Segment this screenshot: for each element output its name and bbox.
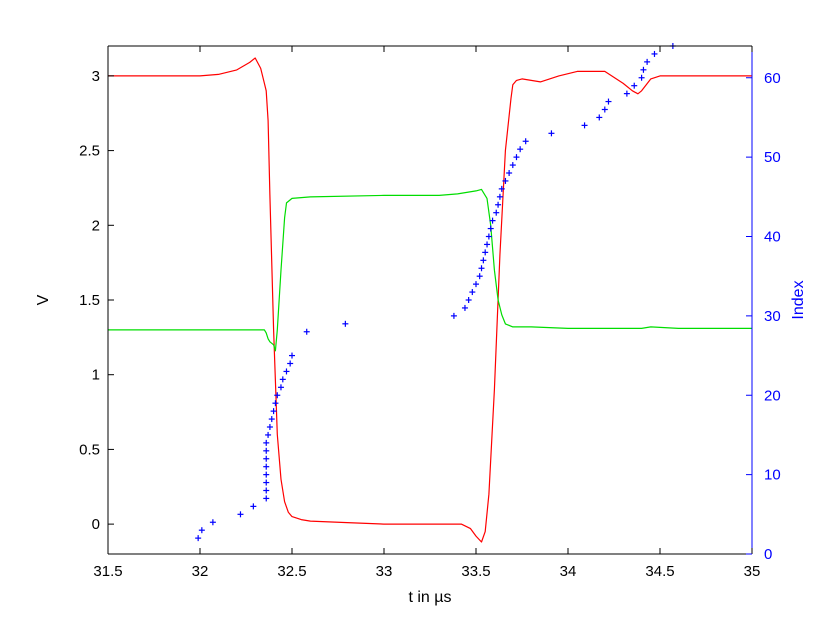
- blue-plus-marker: [487, 225, 494, 232]
- blue-plus-marker: [263, 447, 270, 454]
- blue-plus-marker: [601, 106, 608, 113]
- y-left-tick-label: 0: [92, 516, 100, 533]
- y-left-tick-label: 1.5: [79, 292, 100, 309]
- blue-plus-marker: [548, 130, 555, 137]
- blue-plus-marker: [605, 98, 612, 105]
- y-left-tick-label: 3: [92, 68, 100, 85]
- blue-plus-marker: [623, 90, 630, 97]
- blue-plus-marker: [465, 297, 472, 303]
- y-right-tick-label: 0: [764, 546, 772, 563]
- x-axis-label: t in µs: [408, 589, 451, 606]
- y-right-tick-label: 50: [764, 149, 781, 166]
- blue-plus-marker: [279, 376, 286, 383]
- blue-plus-marker: [509, 162, 516, 169]
- blue-plus-marker: [263, 463, 270, 470]
- blue-plus-marker: [640, 66, 647, 73]
- y-axis-label-left: V: [35, 294, 52, 305]
- blue-plus-marker: [484, 241, 491, 248]
- x-tick-label: 34.5: [645, 563, 674, 580]
- x-tick-label: 34: [560, 563, 577, 580]
- y-left-tick-label: 1: [92, 367, 100, 384]
- y-right-tick-label: 20: [764, 387, 781, 404]
- blue-plus-marker: [283, 368, 290, 375]
- blue-plus-marker: [268, 416, 275, 423]
- blue-plus-marker: [263, 487, 270, 494]
- green-series-line: [108, 188, 752, 352]
- blue-plus-marker: [473, 281, 479, 288]
- blue-plus-marker: [263, 439, 270, 446]
- red-series-line: [108, 57, 752, 543]
- blue-plus-marker: [517, 146, 524, 153]
- blue-plus-marker: [651, 50, 658, 57]
- blue-plus-marker: [303, 328, 310, 335]
- blue-plus-marker: [498, 185, 505, 192]
- y-right-tick-label: 40: [764, 229, 781, 246]
- blue-plus-marker: [209, 519, 216, 526]
- blue-plus-marker: [263, 471, 270, 478]
- x-tick-label: 35: [744, 563, 761, 580]
- blue-plus-marker: [263, 479, 270, 486]
- blue-plus-marker: [198, 527, 205, 534]
- blue-plus-marker: [195, 535, 202, 542]
- series-layer: [108, 43, 752, 543]
- y-left-tick-label: 2.5: [79, 143, 100, 160]
- blue-plus-marker: [265, 431, 272, 438]
- axes-layer: 31.5 32 32.5 33 33.5 34 34.5 3500.511.522.53010…: [79, 45, 781, 580]
- blue-plus-marker: [263, 495, 270, 502]
- blue-plus-marker: [250, 503, 257, 510]
- blue-plus-marker: [478, 265, 485, 272]
- blue-plus-marker: [513, 154, 520, 161]
- blue-plus-marker: [638, 74, 645, 81]
- blue-plus-marker: [502, 177, 509, 184]
- y-left-tick-label: 0.5: [79, 441, 100, 458]
- blue-plus-marker: [480, 257, 487, 264]
- blue-plus-marker: [631, 82, 638, 89]
- x-tick-label: 32: [192, 563, 209, 580]
- blue-plus-marker: [461, 304, 468, 311]
- y-right-tick-label: 30: [764, 308, 781, 325]
- blue-plus-marker: [270, 408, 277, 415]
- blue-plus-marker: [644, 58, 651, 65]
- x-tick-label: 33: [376, 563, 393, 580]
- blue-plus-marker: [495, 201, 502, 208]
- blue-plus-marker: [274, 392, 281, 399]
- blue-plus-marker: [496, 193, 503, 200]
- blue-plus-marker: [342, 320, 349, 327]
- blue-plus-marker: [489, 217, 496, 224]
- blue-plus-marker: [482, 249, 489, 256]
- x-tick-label: 33.5: [461, 563, 490, 580]
- blue-plus-marker: [596, 114, 603, 121]
- blue-plus-marker: [493, 209, 500, 216]
- blue-plus-marker: [485, 233, 492, 240]
- y-right-tick-label: 10: [764, 467, 781, 484]
- blue-plus-marker: [287, 360, 294, 367]
- blue-plus-marker: [266, 424, 273, 430]
- blue-plus-marker: [272, 400, 279, 407]
- y-right-tick-label: 60: [764, 70, 781, 87]
- blue-plus-marker: [522, 138, 529, 145]
- blue-plus-marker: [289, 352, 295, 359]
- blue-plus-marker: [237, 511, 244, 518]
- y-left-tick-label: 2: [92, 217, 100, 234]
- blue-plus-marker: [476, 273, 483, 280]
- blue-plus-marker: [469, 289, 476, 296]
- blue-plus-marker: [581, 122, 588, 129]
- blue-plus-marker: [263, 455, 270, 462]
- y-axis-label-right: Index: [790, 280, 807, 319]
- x-tick-label: 32.5: [277, 563, 306, 580]
- blue-plus-marker: [506, 170, 513, 176]
- blue-plus-marker: [450, 312, 457, 319]
- x-tick-label: 31.5: [93, 563, 122, 580]
- blue-plus-marker: [277, 384, 284, 391]
